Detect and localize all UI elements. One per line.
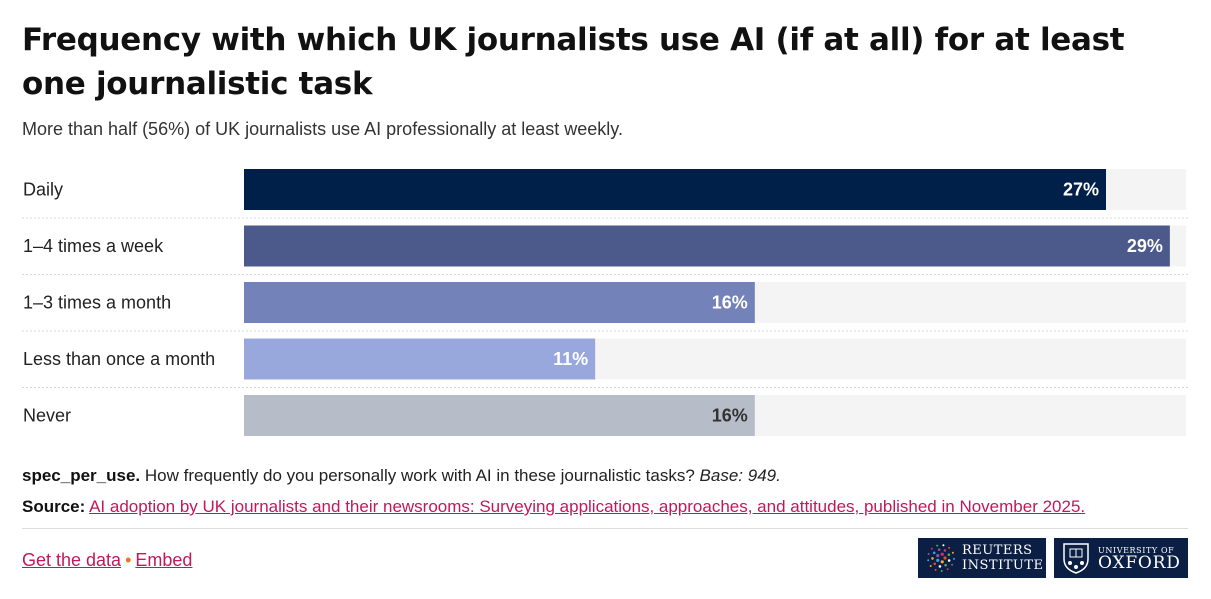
category-label: 1–4 times a week (23, 236, 164, 256)
data-label: 11% (553, 349, 588, 369)
reuters-dots-icon (927, 544, 955, 572)
category-label: Never (23, 406, 71, 426)
oxford-crest-icon (1063, 543, 1089, 574)
reuters-logo-line1: REUTERS (962, 543, 1033, 558)
oxford-logo-line1: UNIVERSITY OF (1098, 545, 1175, 555)
data-label: 29% (1127, 236, 1163, 256)
question-text: How frequently do you personally work wi… (144, 466, 695, 485)
category-label: Less than once a month (23, 349, 215, 369)
question-code: spec_per_use. (22, 466, 141, 485)
category-label: 1–3 times a month (23, 293, 171, 313)
chart-title: Frequency with which UK journalists use … (22, 22, 1125, 102)
data-label: 27% (1063, 180, 1099, 200)
footer-divider (22, 528, 1188, 529)
bar (244, 225, 1170, 267)
bar (244, 282, 755, 323)
reuters-institute-logo[interactable]: REUTERS INSTITUTE (918, 538, 1046, 578)
oxford-logo-line2: OXFORD (1098, 552, 1181, 573)
university-of-oxford-logo[interactable]: UNIVERSITY OF OXFORD (1054, 538, 1188, 578)
get-data-link[interactable]: Get the data (22, 550, 122, 570)
bar (244, 169, 1106, 210)
bar (244, 338, 596, 380)
embed-link[interactable]: Embed (135, 550, 193, 570)
source-link[interactable]: AI adoption by UK journalists and their … (89, 497, 1086, 516)
data-label: 16% (712, 293, 748, 313)
link-separator: • (125, 550, 132, 570)
question-footnote: spec_per_use. How frequently do you pers… (22, 466, 781, 486)
data-label: 16% (712, 406, 748, 426)
source-line: Source: AI adoption by UK journalists an… (22, 497, 1085, 517)
footer-links: Get the data • Embed (22, 550, 192, 571)
bar (244, 395, 755, 436)
category-label: Daily (23, 180, 63, 200)
chart-subtitle: More than half (56%) of UK journalists u… (22, 119, 623, 139)
base-text: Base: 949. (699, 466, 781, 485)
bar-chart: Daily 27% 1–4 times a week 29% 1–3 times a m… (22, 169, 1188, 436)
reuters-logo-line2: INSTITUTE (962, 558, 1044, 573)
source-label: Source: (22, 497, 86, 516)
